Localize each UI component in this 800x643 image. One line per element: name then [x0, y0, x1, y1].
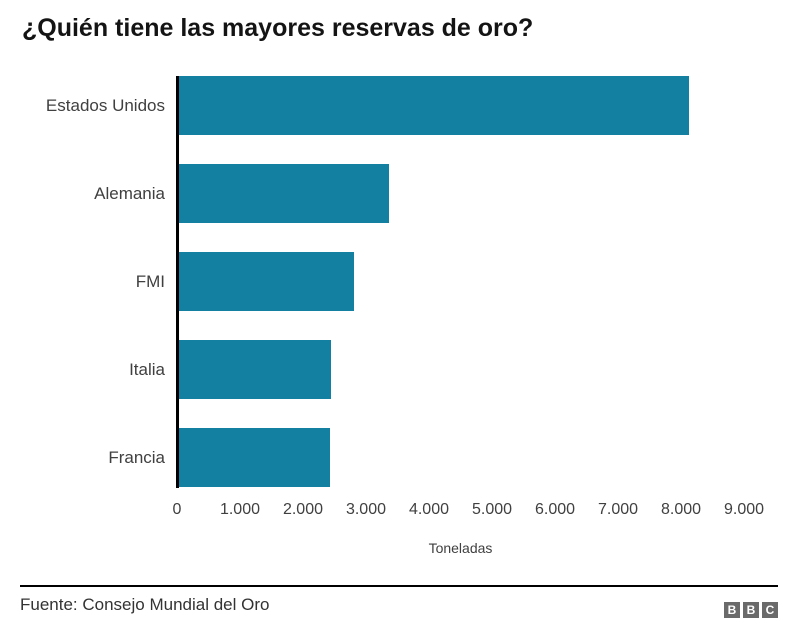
- bar-row-fmi: FMI: [0, 252, 744, 311]
- category-label: FMI: [135, 271, 165, 291]
- x-tick-6000: 6.000: [534, 501, 576, 518]
- bar-track: [177, 428, 744, 487]
- bar-track: [177, 164, 744, 223]
- bar-row-francia: Francia: [0, 428, 744, 487]
- x-tick-9000: 9.000: [723, 501, 765, 518]
- bar-alemania: [177, 164, 390, 223]
- bbc-logo-block-b2: B: [743, 602, 759, 618]
- bar-track: [177, 252, 744, 311]
- x-tick-3000: 3.000: [345, 501, 387, 518]
- x-tick-0: 0: [172, 501, 182, 518]
- footer-divider: [20, 585, 778, 587]
- category-label: Italia: [129, 359, 165, 379]
- bbc-logo-block-b1: B: [724, 602, 740, 618]
- bbc-logo-block-c: C: [762, 602, 778, 618]
- x-tick-5000: 5.000: [471, 501, 513, 518]
- x-tick-4000: 4.000: [408, 501, 450, 518]
- bar-track: [177, 76, 744, 135]
- x-tick-2000: 2.000: [282, 501, 324, 518]
- bar-track: [177, 340, 744, 399]
- source-text: Fuente: Consejo Mundial del Oro: [20, 595, 270, 614]
- bar-fmi: [177, 252, 355, 311]
- x-axis: 0 1.000 2.000 3.000 4.000 5.000 6.000 7.…: [173, 501, 764, 521]
- bar-row-alemania: Alemania: [0, 164, 744, 223]
- category-label: Estados Unidos: [45, 95, 165, 115]
- y-axis-line: [176, 76, 179, 488]
- bbc-logo: B B C: [724, 602, 778, 618]
- bar-rows: Estados Unidos Alemania FMI Italia Franc…: [0, 76, 744, 487]
- x-tick-8000: 8.000: [660, 501, 702, 518]
- chart-title: ¿Quién tiene las mayores reservas de oro…: [22, 14, 534, 42]
- bar-row-italia: Italia: [0, 340, 744, 399]
- bar-row-estados-unidos: Estados Unidos: [0, 76, 744, 135]
- x-axis-title: Toneladas: [428, 540, 493, 556]
- bar-estados-unidos: [177, 76, 690, 135]
- category-label: Alemania: [94, 183, 165, 203]
- x-tick-7000: 7.000: [597, 501, 639, 518]
- category-label: Francia: [108, 447, 165, 467]
- x-tick-1000: 1.000: [219, 501, 261, 518]
- bar-francia: [177, 428, 331, 487]
- bar-italia: [177, 340, 332, 399]
